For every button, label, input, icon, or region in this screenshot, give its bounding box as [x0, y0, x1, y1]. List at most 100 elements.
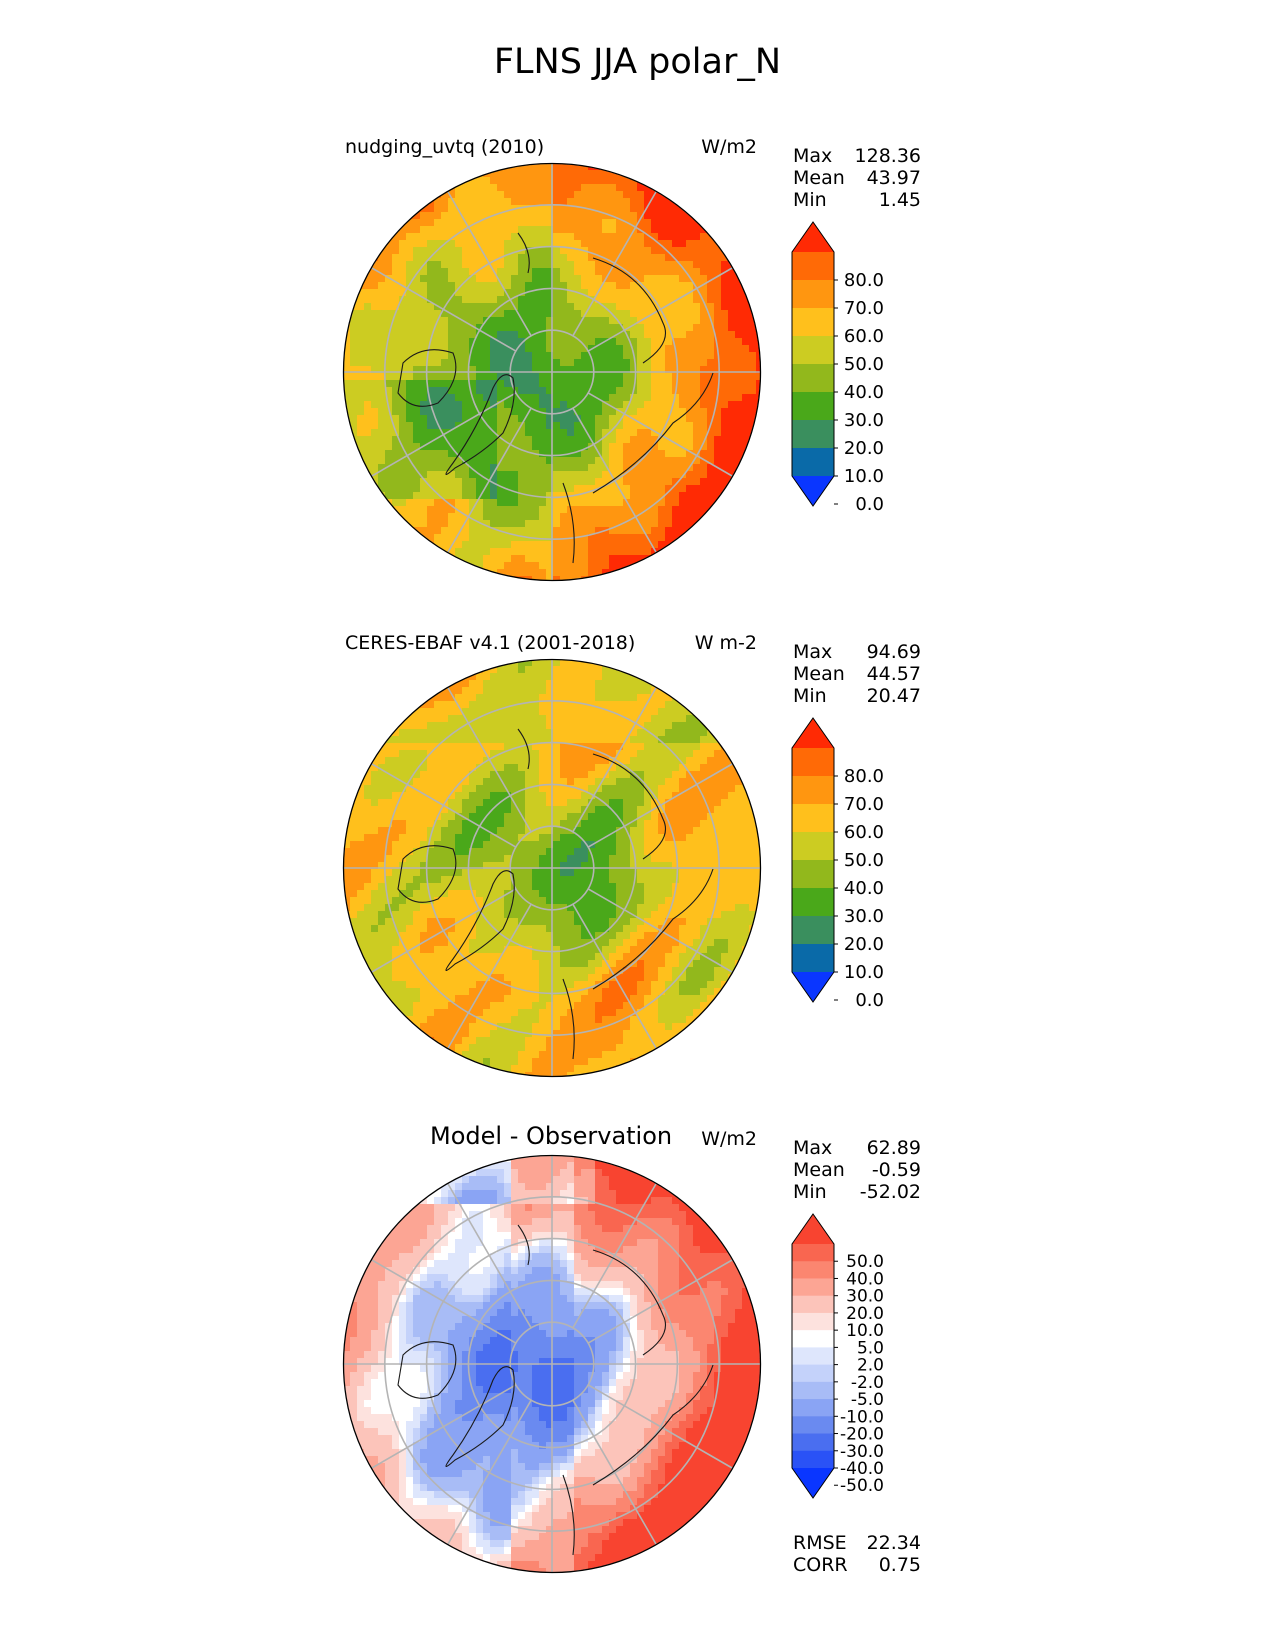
stat-value: 20.47	[866, 685, 921, 707]
colorbar-band	[792, 1261, 834, 1279]
colorbar-tick-label: 10.0	[846, 1321, 884, 1341]
stat-label: Mean	[793, 167, 845, 189]
colorbar-band	[792, 1295, 834, 1314]
coastlines	[397, 1224, 714, 1556]
colorbar-band	[792, 448, 834, 477]
coastlines	[397, 728, 714, 1060]
graticule	[343, 659, 761, 1077]
colorbar-band	[792, 252, 834, 281]
stat-label: Min	[793, 685, 827, 707]
colorbar-tick-label: 30.0	[844, 906, 884, 927]
colorbar-tick-label: 60.0	[844, 326, 884, 347]
stat-value: 94.69	[866, 641, 921, 663]
colorbar-tick-label: 80.0	[844, 766, 884, 787]
colorbar-tick-label: 20.0	[846, 1304, 884, 1324]
colorbar-tick-label: 20.0	[844, 438, 884, 459]
map-field	[344, 660, 760, 1076]
stat-value: 128.36	[854, 145, 921, 167]
panel-2-stats: Max 94.69 Mean 44.57 Min 20.47	[793, 641, 921, 707]
panel-1-polar-map	[342, 162, 762, 582]
stat-value: -52.02	[859, 1181, 921, 1203]
colorbar-band	[792, 1244, 834, 1262]
colorbar-tick-label: 50.0	[846, 1252, 884, 1272]
stat-label: Mean	[793, 663, 845, 685]
colorbar-tick-label: 20.0	[844, 934, 884, 955]
panel-1-units: W/m2	[701, 136, 757, 158]
colorbar-extend-top	[792, 718, 834, 748]
colorbar-tick-label: 40.0	[844, 382, 884, 403]
colorbar-tick-label: 30.0	[846, 1287, 884, 1307]
stat-label: Max	[793, 145, 833, 167]
colorbar-band	[792, 392, 834, 421]
colorbar-band	[792, 1347, 834, 1366]
colorbar-band	[792, 308, 834, 337]
colorbar-band	[792, 776, 834, 805]
colorbar-tick-label: 40.0	[846, 1269, 884, 1289]
colorbar-extend-top	[792, 222, 834, 252]
metric-value: 0.75	[878, 1554, 921, 1576]
colorbar-tick-label: -2.0	[851, 1373, 884, 1393]
colorbar-tick-label: 5.0	[857, 1338, 884, 1358]
colorbar-tick-label: -30.0	[840, 1442, 884, 1462]
stat-label: Mean	[793, 1159, 845, 1181]
colorbar-band	[792, 860, 834, 889]
colorbar-band	[792, 1330, 834, 1348]
colorbar-band	[792, 280, 834, 309]
colorbar-tick-label: -40.0	[840, 1459, 884, 1479]
stat-label: Max	[793, 641, 833, 663]
graticule	[343, 1155, 761, 1573]
map-border	[342, 162, 762, 582]
metric-value: 22.34	[866, 1532, 921, 1554]
colorbar-tick-label: -20.0	[840, 1425, 884, 1445]
colorbar-tick-label: 80.0	[844, 270, 884, 291]
colorbar-tick-label: 40.0	[844, 878, 884, 899]
colorbar-band	[792, 1364, 834, 1383]
colorbar-band	[792, 944, 834, 973]
colorbar-tick-label: 50.0	[844, 850, 884, 871]
colorbar-band	[792, 832, 834, 861]
colorbar-tick-label: 2.0	[857, 1356, 884, 1376]
panel-3-polar-map	[342, 1154, 762, 1574]
stat-value: -0.59	[871, 1159, 921, 1181]
panel-2-colorbar: 80.0 70.0 60.0 50.0 40.0 30.0 20.0 10.0 0.0	[791, 717, 884, 1011]
panel-3-colorbar: 50.040.030.020.010.05.02.0-2.0-5.0-10.0-…	[791, 1213, 884, 1499]
colorbar-tick-label: -50.0	[840, 1476, 884, 1496]
colorbar-tick-label: 50.0	[844, 354, 884, 375]
coastlines	[397, 232, 714, 564]
panel-2-polar-map	[342, 658, 762, 1078]
stat-label: Max	[793, 1137, 833, 1159]
colorbar-band	[792, 804, 834, 833]
stat-label: Min	[793, 189, 827, 211]
map-border	[342, 1154, 762, 1574]
colorbar-tick-label: -5.0	[851, 1390, 884, 1410]
figure-title: FLNS JJA polar_N	[493, 42, 782, 82]
colorbar-tick-label: 70.0	[844, 794, 884, 815]
map-field	[344, 1156, 760, 1572]
colorbar-band	[792, 748, 834, 777]
colorbar-band	[792, 1381, 834, 1400]
colorbar-band	[792, 1450, 834, 1469]
colorbar-tick-label: 10.0	[844, 962, 884, 983]
panel-2-units: W m-2	[694, 632, 757, 654]
panel-1-colorbar: 80.0 70.0 60.0 50.0 40.0 30.0 20.0 10.0 0.0	[791, 221, 884, 515]
map-border	[342, 658, 762, 1078]
stat-value: 1.45	[878, 189, 921, 211]
colorbar-tick-label: 70.0	[844, 298, 884, 319]
colorbar-band	[792, 1278, 834, 1297]
colorbar-band	[792, 1399, 834, 1417]
panel-3-metrics: RMSE 22.34 CORR 0.75	[793, 1532, 921, 1576]
metric-label: RMSE	[793, 1532, 847, 1554]
panel-2-title: CERES-EBAF v4.1 (2001-2018)	[345, 632, 636, 654]
panel-1-title: nudging_uvtq (2010)	[345, 136, 545, 158]
colorbar-tick-label: -10.0	[840, 1407, 884, 1427]
colorbar-extend-bottom	[792, 1468, 834, 1498]
colorbar-extend-top	[792, 1214, 834, 1244]
colorbar-band	[792, 336, 834, 365]
colorbar-tick-label: 0.0	[855, 990, 884, 1011]
panel-3-title: Model - Observation	[430, 1122, 673, 1150]
colorbar-band	[792, 888, 834, 917]
stat-value: 62.89	[866, 1137, 921, 1159]
colorbar-extend-bottom	[792, 476, 834, 506]
colorbar-tick-label: 30.0	[844, 410, 884, 431]
colorbar-extend-bottom	[792, 972, 834, 1002]
